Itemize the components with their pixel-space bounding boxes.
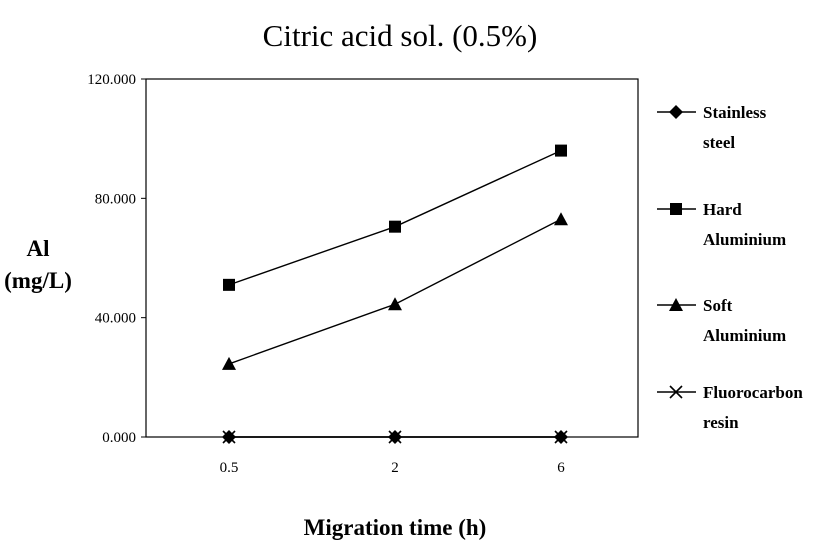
legend-label-1: steel bbox=[703, 133, 735, 152]
x-tick-label: 0.5 bbox=[220, 460, 239, 476]
x-axis-label: Migration time (h) bbox=[304, 515, 487, 540]
legend-label-4: Fluorocarbon bbox=[703, 383, 803, 402]
data-point-s4-2-stroke-b bbox=[388, 430, 402, 444]
data-point-s3-2-shape bbox=[388, 297, 402, 311]
data-point-s3-2 bbox=[388, 297, 402, 311]
chart-title: Citric acid sol. (0.5%) bbox=[263, 18, 538, 53]
data-point-s4-1-stroke-b bbox=[222, 430, 236, 444]
y-axis: 0.000 40.000 80.000 120.000 bbox=[87, 72, 146, 446]
y-tick-label: 0.000 bbox=[102, 430, 136, 446]
data-point-s4-3 bbox=[554, 430, 568, 444]
data-point-s2-2 bbox=[389, 220, 401, 233]
y-axis-label-line-1: Al bbox=[27, 236, 50, 261]
legend-marker-1-shape bbox=[669, 105, 683, 119]
data-point-s3-1-shape bbox=[222, 356, 236, 370]
data-point-s2-1-shape bbox=[223, 278, 235, 291]
data-point-s3-3-shape bbox=[554, 212, 568, 226]
legend-marker-3 bbox=[669, 298, 683, 311]
legend-marker-2 bbox=[670, 203, 682, 215]
series-group bbox=[222, 144, 568, 444]
series-line-3 bbox=[228, 218, 562, 365]
data-point-s4-2 bbox=[388, 430, 402, 444]
legend-label-3: Soft bbox=[703, 296, 733, 315]
series-line-2 bbox=[228, 149, 562, 286]
y-tick-label: 120.000 bbox=[87, 72, 136, 88]
legend-label-4: resin bbox=[703, 413, 739, 432]
legend-marker-4-stroke-b bbox=[669, 385, 683, 399]
legend-marker-2-shape bbox=[670, 203, 682, 215]
data-point-s4-1 bbox=[222, 430, 236, 444]
y-tick-label: 80.000 bbox=[95, 191, 136, 207]
legend-label-2: Hard bbox=[703, 200, 742, 219]
x-tick-label: 2 bbox=[391, 460, 399, 476]
x-tick-label: 6 bbox=[557, 460, 565, 476]
y-tick-label: 40.000 bbox=[95, 311, 136, 327]
data-point-s2-2-shape bbox=[389, 220, 401, 233]
data-point-s3-1 bbox=[222, 356, 236, 370]
legend: Stainless steel Hard Aluminium Soft Aluminium… bbox=[657, 103, 803, 432]
legend-label-1: Stainless bbox=[703, 103, 767, 122]
legend-label-2: Aluminium bbox=[703, 230, 786, 249]
legend-label-3: Aluminium bbox=[703, 326, 786, 345]
data-point-s3-3 bbox=[554, 212, 568, 226]
data-point-s4-3-stroke-b bbox=[554, 430, 568, 444]
legend-marker-1 bbox=[669, 105, 683, 119]
data-point-s2-3 bbox=[555, 144, 567, 157]
x-axis: 0.5 2 6 bbox=[220, 437, 565, 476]
data-point-s2-3-shape bbox=[555, 144, 567, 157]
legend-marker-4 bbox=[669, 385, 683, 399]
y-axis-label-line-2: (mg/L) bbox=[4, 268, 72, 293]
plot-area-frame bbox=[145, 78, 639, 438]
legend-marker-3-shape bbox=[669, 298, 683, 311]
data-point-s2-1 bbox=[223, 278, 235, 291]
